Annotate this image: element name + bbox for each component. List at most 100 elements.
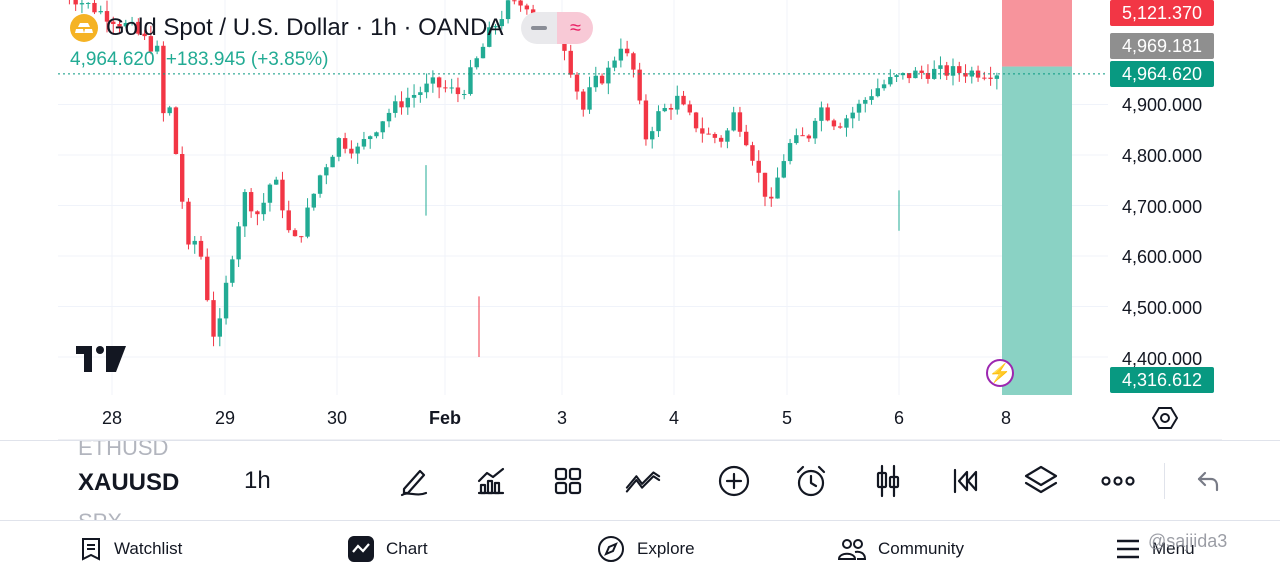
- legend-toggle[interactable]: ≈: [521, 12, 594, 44]
- symbol-title[interactable]: Gold Spot / U.S. Dollar · 1h · OANDA: [106, 14, 504, 41]
- candle-body: [411, 94, 417, 98]
- alarm-icon[interactable]: [793, 463, 829, 499]
- candle-body: [380, 121, 385, 133]
- scale-settings-icon[interactable]: [1151, 405, 1179, 436]
- price-tick: 4,900.000: [1122, 95, 1203, 115]
- candle-body: [725, 130, 730, 142]
- candle-body: [587, 87, 592, 110]
- minus-icon[interactable]: [521, 12, 558, 44]
- candle-body: [418, 92, 423, 95]
- candle-body: [242, 192, 248, 227]
- watchlist-icon: [82, 538, 100, 561]
- menu-icon: [1117, 539, 1139, 559]
- candle-body: [374, 132, 379, 137]
- time-tick: 28: [101, 408, 123, 428]
- grid-icon[interactable]: [550, 463, 586, 499]
- add-icon[interactable]: [716, 463, 752, 499]
- symbol-prev[interactable]: ETHUSD: [78, 441, 169, 460]
- approx-icon[interactable]: ≈: [557, 12, 594, 44]
- candle-body: [675, 95, 680, 110]
- candle-body: [180, 154, 185, 202]
- candle-body: [712, 134, 718, 138]
- nav-chart[interactable]: Chart: [348, 521, 428, 577]
- replay-icon[interactable]: [946, 463, 982, 499]
- candle-body: [643, 100, 649, 140]
- candle-body: [186, 201, 191, 245]
- lightning-icon[interactable]: ⚡: [986, 359, 1014, 387]
- candle-body: [631, 53, 636, 70]
- candle-body: [900, 73, 906, 76]
- chart-patterns-icon[interactable]: [625, 463, 661, 499]
- candle-body: [349, 148, 354, 154]
- candle-body: [161, 45, 166, 114]
- candle-body: [512, 0, 517, 2]
- undo-icon[interactable]: [1190, 463, 1226, 499]
- candle-body: [474, 58, 479, 68]
- candle-body: [869, 96, 874, 100]
- candle-body: [455, 87, 461, 95]
- candle-body: [430, 77, 436, 84]
- candle-body: [787, 143, 793, 162]
- price-tick: 4,600.000: [1122, 247, 1203, 267]
- candle-body: [267, 184, 273, 203]
- candle-body: [812, 120, 818, 139]
- candle-body: [286, 210, 291, 231]
- candle-body: [104, 11, 110, 22]
- time-tick: 8: [1000, 408, 1012, 428]
- candle-body: [844, 118, 849, 128]
- bottom-navigation: Watchlist Chart Explore Community Menu: [0, 520, 1280, 577]
- interval-button[interactable]: 1h: [244, 467, 271, 494]
- candle-body: [687, 104, 692, 113]
- candle-body: [73, 0, 78, 5]
- tradingview-logo-icon[interactable]: [76, 346, 126, 377]
- price-change: +183.945 (+3.85%): [165, 49, 329, 70]
- candle-body: [756, 160, 761, 173]
- nav-explore[interactable]: Explore: [597, 521, 695, 577]
- candle-body: [919, 70, 924, 73]
- candle-body: [950, 66, 956, 76]
- symbol-current[interactable]: XAUUSD: [78, 469, 180, 496]
- candle-body: [274, 179, 279, 185]
- candle-body: [317, 175, 323, 194]
- candle-body: [524, 5, 530, 10]
- candle-body: [499, 19, 504, 27]
- candle-body: [568, 50, 573, 75]
- target-zone: [1002, 0, 1072, 67]
- candle-body: [292, 230, 298, 237]
- candle-body: [825, 107, 830, 121]
- candle-body: [505, 0, 511, 20]
- more-icon[interactable]: [1100, 463, 1136, 499]
- candle-body: [612, 60, 617, 68]
- candle-body: [606, 67, 611, 84]
- nav-community[interactable]: Community: [838, 521, 964, 577]
- chart-pane[interactable]: Gold Spot / U.S. Dollar · 1h · OANDA ≈ 4…: [0, 0, 1280, 440]
- candle-body: [399, 101, 404, 108]
- candle-body: [856, 103, 862, 113]
- candle-body: [98, 11, 103, 13]
- symbol-next[interactable]: SPX: [78, 509, 122, 521]
- pencil-icon[interactable]: [396, 463, 432, 499]
- layers-icon[interactable]: [1023, 463, 1059, 499]
- candle-body: [330, 156, 335, 168]
- candle-body: [518, 0, 523, 6]
- candle-body: [656, 111, 661, 132]
- candle-body: [863, 99, 868, 104]
- indicators-icon[interactable]: [473, 463, 509, 499]
- candle-body: [969, 70, 974, 77]
- candle-body: [111, 21, 116, 25]
- candle-body: [599, 75, 605, 84]
- symbol-switcher[interactable]: ETHUSD XAUUSD SPX: [78, 441, 188, 521]
- candle-body: [737, 112, 743, 132]
- candle-body: [236, 226, 241, 260]
- time-tick: 4: [668, 408, 680, 428]
- candle-body: [462, 94, 467, 96]
- nav-menu[interactable]: Menu: [1116, 521, 1195, 577]
- candle-body: [230, 259, 235, 283]
- candles-icon[interactable]: [870, 463, 906, 499]
- candle-body: [944, 65, 949, 76]
- candle-body: [637, 69, 642, 101]
- candle-body: [154, 45, 160, 52]
- nav-watchlist[interactable]: Watchlist: [80, 521, 182, 577]
- candle-body: [775, 177, 780, 199]
- nav-label: Menu: [1152, 539, 1195, 558]
